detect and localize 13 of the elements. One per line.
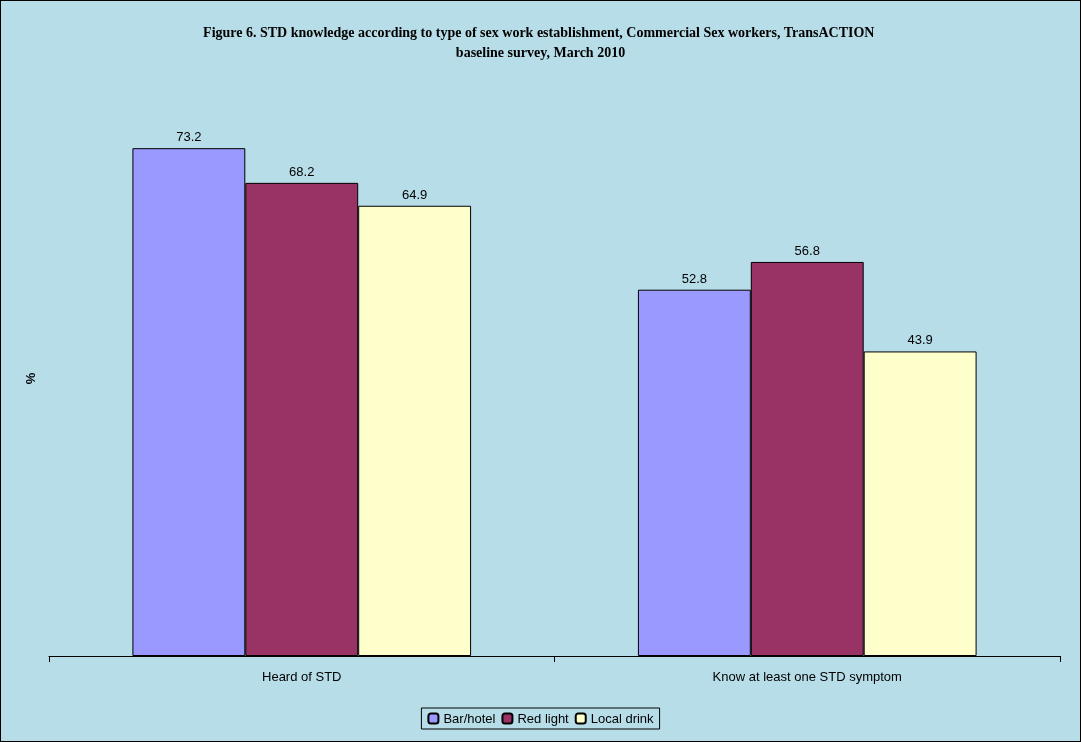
y-axis-title: % [23,372,38,385]
legend-label: Bar/hotel [443,711,496,726]
chart-title: Figure 6. STD knowledge according to type of sex work establishment, Commercial Sex workers, TransACTION baseline survey, March 2010 [203,24,878,60]
data-label: 64.9 [401,186,428,202]
legend-label: Red light [517,711,570,726]
x-tick-label: Know at least one STD symptom [712,669,902,684]
data-label: 52.8 [681,270,708,286]
data-label: 73.2 [176,129,202,145]
data-label: 56.8 [794,242,820,258]
data-label: 43.9 [907,332,933,348]
legend-label: Local drink [590,711,655,726]
x-tick-label: Heard of STD [262,669,342,684]
data-label: 68.2 [289,163,315,179]
